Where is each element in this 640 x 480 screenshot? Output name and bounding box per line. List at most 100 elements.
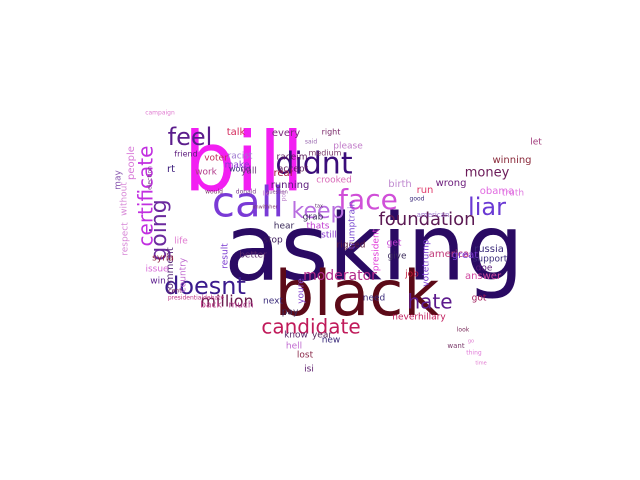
cloud-word: liar [468,193,506,221]
cloud-word: respect [121,222,131,256]
cloud-word: got [472,294,487,304]
cloud-word: give [387,252,407,262]
cloud-word: isi [304,365,314,375]
cloud-word: cant [168,288,182,295]
cloud-word: tax [315,204,323,210]
cloud-word: friend [174,150,197,159]
cloud-word: american [417,211,450,219]
cloud-word: black [275,257,440,330]
cloud-word: doe [476,264,493,274]
cloud-word: talk [227,127,246,138]
cloud-word: going [147,199,172,260]
cloud-word: crooked [316,176,352,186]
cloud-word: votetrump [422,239,432,287]
cloud-word: winning [492,155,531,166]
cloud-word: birth [388,179,412,190]
cloud-word: running [271,180,310,191]
cloud-word: doesnt [164,272,246,300]
cloud-word: certificate [134,146,158,247]
cloud-word: asking [224,194,524,301]
cloud-word: election [147,166,154,190]
cloud-word: truth [502,189,524,199]
cloud-word: neverhillary [392,313,446,323]
cloud-word: wrong [436,178,467,189]
cloud-word: every [272,128,300,139]
cloud-word: go [468,339,474,345]
cloud-word: yall [241,167,257,177]
cloud-word: voter [204,154,228,164]
cloud-word: answer [465,271,502,282]
cloud-word: support [473,255,508,265]
cloud-word: people [126,146,137,180]
cloud-word: please [333,142,363,152]
cloud-word: lie [262,191,269,198]
cloud-word: let [530,138,542,148]
cloud-word: make [225,161,250,171]
cloud-word: country [179,257,189,292]
cloud-word: much [228,301,253,311]
cloud-word: rigged [337,241,366,251]
cloud-word: great [452,250,479,261]
cloud-word: didnt [275,147,352,182]
cloud-word: would [205,189,223,196]
cloud-word: lost [297,351,314,361]
cloud-word: bill [184,115,304,210]
cloud-word: feel [168,123,213,151]
cloud-word: poll [281,190,288,201]
cloud-word: world [229,165,251,174]
cloud-word: presidentialdebate [168,295,225,302]
cloud-word: comment [165,247,176,295]
cloud-word: good [410,196,425,203]
cloud-word: trumptrain [348,201,358,249]
cloud-word: result [221,243,231,269]
cloud-word: get [387,239,402,249]
cloud-word: stop [263,236,283,246]
cloud-word: million [200,292,253,311]
cloud-word: russia [474,244,504,255]
cloud-word: thats [307,222,330,232]
cloud-word: america [429,249,470,260]
cloud-word: run [417,185,434,196]
cloud-word: may [114,170,124,190]
cloud-word: work [195,168,218,178]
cloud-word: need [363,294,386,304]
cloud-word: grab [303,213,324,223]
cloud-word: syria [152,254,174,264]
cloud-word: thing [466,350,482,357]
cloud-word: want [447,342,464,350]
cloud-word: question [266,190,288,196]
cloud-word: call [212,178,284,227]
cloud-word: job [404,270,419,280]
cloud-word: money [465,166,510,181]
cloud-word: look [457,327,470,334]
cloud-word: next [263,297,283,307]
cloud-word: pay [282,308,299,318]
cloud-word: know [284,331,308,341]
cloud-word: right [322,128,341,137]
cloud-word: still [321,231,337,241]
cloud-word: real [274,168,293,179]
cloud-word: raceim [277,153,308,163]
cloud-word: moderator [303,268,377,284]
cloud-word: back [200,301,222,311]
cloud-word: issue [145,265,169,275]
cloud-word: accept [278,165,309,175]
cloud-word: win [150,277,166,287]
cloud-word: life [174,237,188,247]
cloud-word: medium [309,149,342,158]
cloud-word: face [338,183,398,216]
cloud-word: president [372,228,382,271]
cloud-word: keep [292,199,345,224]
cloud-word: foundation [378,209,475,230]
cloud-word: new [322,336,341,346]
cloud-word: racist [228,152,253,162]
cloud-word: candidate [261,315,360,339]
cloud-word: hear [274,222,295,232]
cloud-word: obama [480,186,514,197]
cloud-word: donald [236,189,257,196]
cloud-word: imwithher [252,205,278,211]
cloud-word: time [475,361,486,367]
cloud-word: hate [407,290,452,314]
cloud-word: better [239,251,267,261]
